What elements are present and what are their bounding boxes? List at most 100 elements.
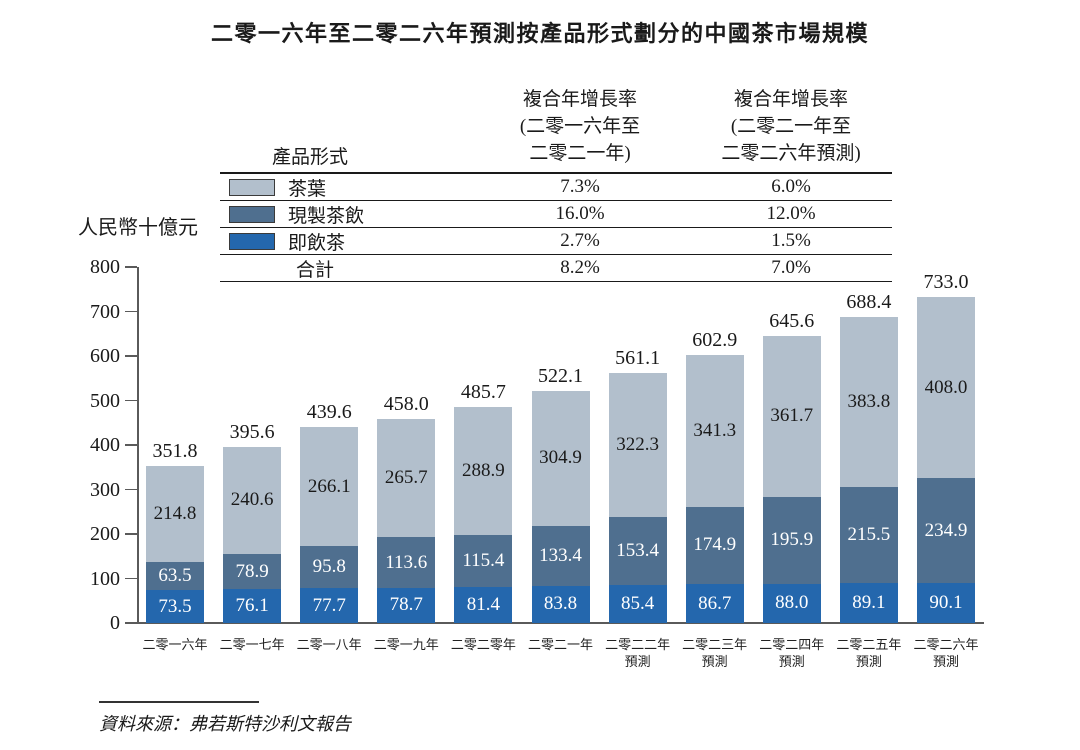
total-row-label: 合計 — [295, 259, 334, 281]
y-axis-tick-label: 0 — [110, 612, 120, 634]
y-axis-tick — [125, 444, 137, 446]
cagr1-value: 7.3% — [560, 176, 600, 197]
tea_leaves-swatch — [229, 178, 275, 196]
y-axis-tick — [125, 399, 137, 401]
total-cagr2-value: 7.0% — [771, 257, 811, 278]
legend-row-label-cell: 現製茶飲 — [220, 201, 470, 228]
y-axis-tick-label: 400 — [90, 434, 120, 456]
y-axis-tick-label: 100 — [90, 567, 120, 590]
y-axis-tick — [125, 622, 137, 624]
cagr-header-line: (二零一六年至 — [519, 116, 641, 137]
bar-segment-freshly_made_tea: 215.5 — [839, 487, 898, 584]
bar-segment-rtd_tea: 83.8 — [531, 585, 590, 623]
cagr1-value: 2.7% — [560, 230, 600, 251]
bar-segment-rtd_tea: 86.7 — [685, 584, 744, 623]
bar-total-label: 458.0 — [383, 393, 429, 416]
cagr-header-line: 複合年增長率 — [522, 89, 637, 110]
legend-row-label: 即飲茶 — [288, 232, 346, 254]
y-axis-tick — [125, 266, 137, 268]
bar-segment-freshly_made_tea: 174.9 — [685, 506, 744, 585]
bar-segment-tea_leaves: 214.8 — [146, 466, 204, 563]
legend-table-total-row: 合計 8.2% 7.0% — [220, 255, 892, 282]
bar-segment-tea_leaves: 341.3 — [685, 354, 744, 507]
cagr-2016-2021-header: 複合年增長率 (二零一六年至 二零二一年) — [470, 86, 690, 172]
cagr-header-line: (二零二一年至 — [730, 116, 852, 137]
bar-total-label: 688.4 — [846, 290, 892, 313]
legend-row-label-cell: 即飲茶 — [220, 228, 470, 255]
legend-table-row: 茶葉 7.3% 6.0% — [220, 174, 892, 201]
bar-segment-tea_leaves: 240.6 — [223, 446, 282, 555]
bar-segment-tea_leaves: 265.7 — [377, 419, 436, 538]
bar-segment-rtd_tea: 77.7 — [300, 588, 359, 623]
bar-segment-rtd_tea: 90.1 — [917, 582, 975, 623]
bar-segment-freshly_made_tea: 113.6 — [377, 537, 436, 588]
legend-table-row: 現製茶飲 16.0% 12.0% — [220, 201, 892, 228]
bar-total-label: 351.8 — [152, 440, 198, 463]
y-axis-tick-label: 300 — [90, 478, 120, 501]
bar-total-label: 485.7 — [460, 380, 506, 403]
bar-total-label: 561.1 — [615, 347, 661, 370]
bar-segment-tea_leaves: 304.9 — [531, 390, 590, 527]
y-axis-line — [137, 267, 139, 623]
bar-segment-rtd_tea: 85.4 — [608, 584, 667, 623]
source-text: 資料來源：弗若斯特沙利文報告 — [99, 714, 351, 734]
legend-table-header: 產品形式 複合年增長率 (二零一六年至 二零二一年) 複合年增長率 (二零二一年… — [220, 86, 892, 172]
bar-segment-rtd_tea: 76.1 — [223, 589, 282, 623]
legend-row-label-cell: 茶葉 — [220, 174, 470, 201]
bar-total-label: 645.6 — [769, 309, 815, 332]
y-axis-tick-label: 600 — [90, 345, 120, 367]
bar-segment-tea_leaves: 361.7 — [762, 335, 821, 497]
freshly_made_tea-swatch — [229, 205, 275, 223]
cagr-header-line: 二零二一年) — [529, 143, 631, 164]
x-axis-category-label: 二零一九年 — [373, 637, 439, 652]
y-axis-tick — [125, 533, 137, 535]
bar-segment-tea_leaves: 322.3 — [608, 373, 667, 517]
x-axis-category-label: 二零一六年 — [142, 637, 208, 652]
cagr-legend-table: 產品形式 複合年增長率 (二零一六年至 二零二一年) 複合年增長率 (二零二一年… — [220, 86, 892, 282]
x-axis-category-label: 二零二四年 預測 — [759, 637, 825, 669]
rtd_tea-swatch — [229, 232, 275, 250]
y-axis-tick — [125, 355, 137, 357]
bar-total-label: 439.6 — [306, 401, 352, 424]
bar-segment-freshly_made_tea: 78.9 — [223, 554, 282, 590]
legend-row-label: 茶葉 — [288, 178, 327, 200]
total-cagr1-value: 8.2% — [560, 257, 600, 278]
bar-segment-freshly_made_tea: 153.4 — [608, 516, 667, 585]
bar-segment-freshly_made_tea: 95.8 — [300, 545, 359, 589]
bar-segment-freshly_made_tea: 133.4 — [531, 526, 590, 586]
legend-row-label: 現製茶飲 — [288, 205, 365, 227]
bar-segment-tea_leaves: 266.1 — [300, 427, 359, 546]
y-axis-tick-label: 500 — [90, 389, 120, 412]
y-axis-tick — [125, 577, 137, 579]
cagr2-value: 12.0% — [766, 203, 816, 224]
bar-segment-tea_leaves: 383.8 — [839, 316, 898, 488]
x-axis-category-label: 二零二五年 預測 — [836, 637, 902, 669]
bar-segment-rtd_tea: 81.4 — [454, 586, 513, 623]
bar-total-label: 522.1 — [538, 364, 583, 387]
y-axis-tick-label: 800 — [90, 256, 120, 278]
legend-table-rows: 茶葉 7.3% 6.0% 現製茶飲 16.0% 12.0% 即飲茶 2.7% 1.5% 合計 8.2… — [220, 172, 892, 282]
bar-total-label: 602.9 — [692, 328, 738, 351]
bar-segment-rtd_tea: 78.7 — [377, 587, 436, 623]
x-axis-category-label: 二零一七年 — [219, 637, 285, 652]
bar-segment-rtd_tea: 88.0 — [762, 583, 821, 623]
bar-segment-freshly_made_tea: 63.5 — [146, 562, 204, 591]
bar-segment-tea_leaves: 408.0 — [917, 296, 975, 479]
x-axis-category-label: 二零二二年 預測 — [605, 637, 671, 669]
bar-total-label: 733.0 — [923, 270, 969, 293]
y-axis-tick — [125, 310, 137, 312]
product-form-header: 產品形式 — [272, 147, 349, 168]
source-divider-line — [99, 701, 259, 703]
bar-segment-tea_leaves: 288.9 — [454, 406, 513, 536]
bar-segment-freshly_made_tea: 234.9 — [917, 478, 975, 583]
cagr-2021-2026-header: 複合年增長率 (二零二一年至 二零二六年預測) — [690, 86, 892, 172]
cagr-header-line: 複合年增長率 — [733, 89, 848, 110]
x-axis-category-label: 二零二零年 — [450, 637, 516, 652]
cagr-header-line: 二零二六年預測) — [721, 143, 861, 164]
cagr2-value: 6.0% — [771, 176, 811, 197]
x-axis-category-label: 二零二三年 預測 — [682, 637, 748, 669]
bar-total-label: 395.6 — [229, 420, 275, 443]
legend-table-row: 即飲茶 2.7% 1.5% — [220, 228, 892, 255]
